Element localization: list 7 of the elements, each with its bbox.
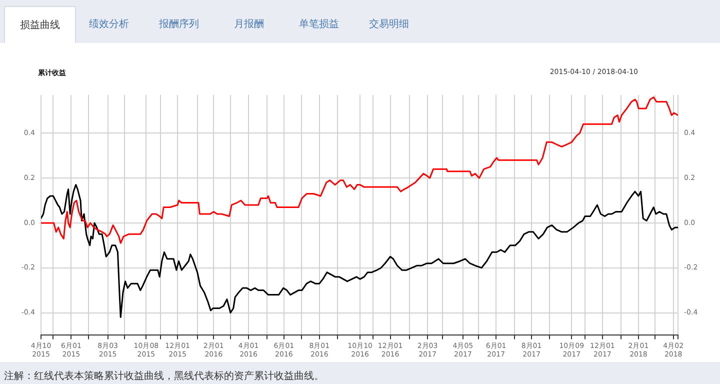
text: 注解：红线代表本策略累计收益曲线，黑线代表标的资产累计收益曲线。 xyxy=(4,370,324,383)
text: 单笔损益 xyxy=(298,18,340,32)
text: 报酬序列 xyxy=(158,18,200,32)
text: 月报酬 xyxy=(233,18,265,32)
text: 交易明细 xyxy=(368,18,410,32)
text: 绩效分析 xyxy=(88,18,130,32)
text: 损益曲线 xyxy=(4,6,76,44)
